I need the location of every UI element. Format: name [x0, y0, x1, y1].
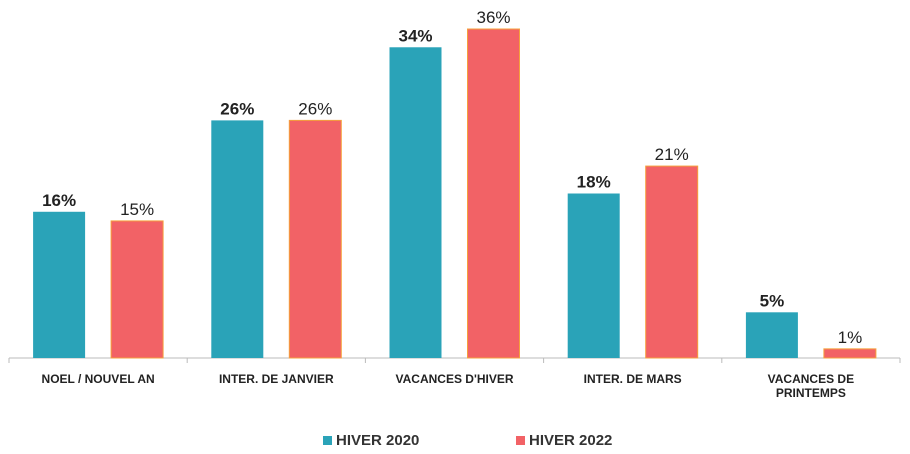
bar — [389, 47, 442, 359]
data-label: 1% — [838, 328, 863, 347]
legend-label: HIVER 2022 — [529, 432, 613, 449]
data-label: 15% — [120, 200, 154, 219]
bar — [467, 28, 520, 359]
bar — [110, 220, 164, 359]
data-label: 5% — [760, 291, 785, 310]
bar — [745, 312, 798, 358]
x-tick-label: INTER. DE MARS — [583, 372, 682, 386]
bar — [211, 120, 264, 358]
x-tick-label: NOEL / NOUVEL AN — [41, 372, 155, 386]
bar — [645, 165, 699, 359]
x-tick-label: VACANCES D'HIVER — [395, 372, 514, 386]
data-label: 21% — [655, 145, 689, 164]
legend-item: HIVER 2022 — [516, 432, 612, 449]
data-label: 26% — [298, 99, 332, 118]
legend-swatch — [323, 436, 332, 445]
data-label: 18% — [577, 173, 611, 192]
data-label: 34% — [398, 26, 432, 45]
x-tick-label: INTER. DE JANVIER — [218, 372, 334, 386]
legend-swatch — [516, 436, 525, 445]
data-label: 26% — [220, 99, 254, 118]
legend-label: HIVER 2020 — [336, 432, 420, 449]
bar — [33, 211, 86, 358]
bar — [288, 119, 342, 359]
legend-item: HIVER 2020 — [323, 432, 419, 449]
bar — [823, 348, 877, 359]
data-label: 36% — [476, 8, 510, 27]
data-label: 16% — [42, 191, 76, 210]
x-tick-label: VACANCES DE PRINTEMPS — [767, 372, 855, 400]
bar — [567, 193, 620, 358]
